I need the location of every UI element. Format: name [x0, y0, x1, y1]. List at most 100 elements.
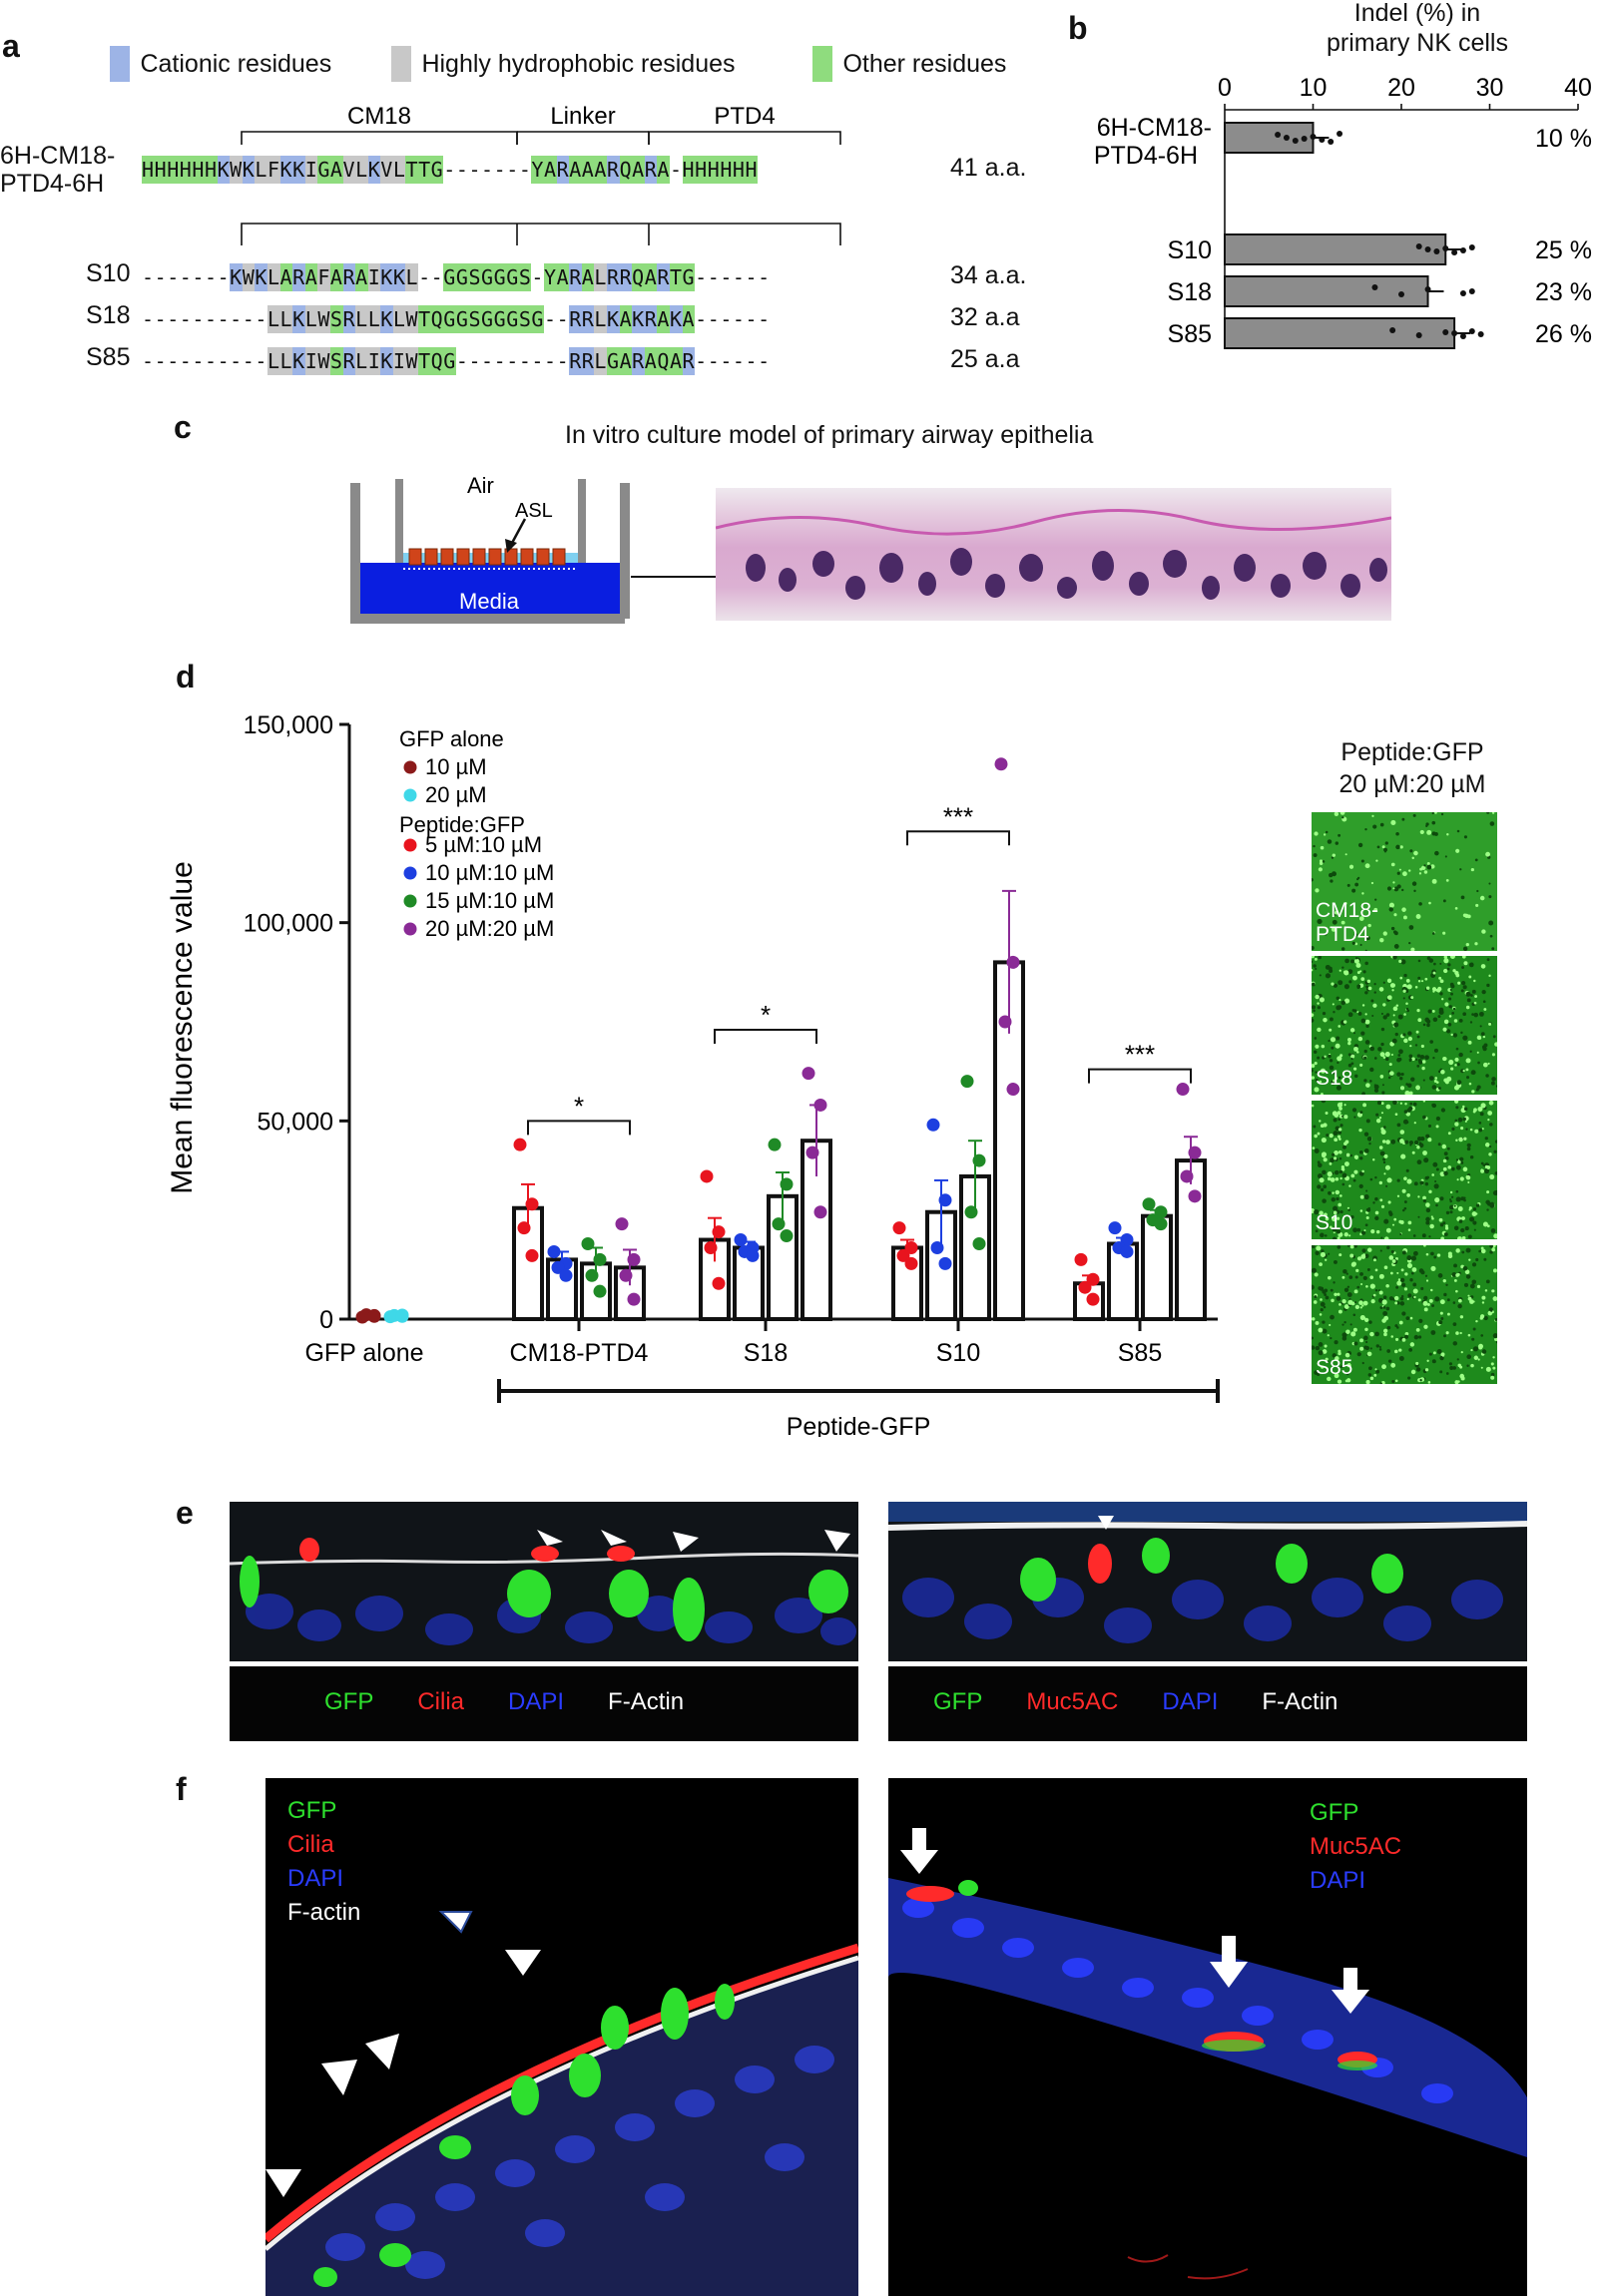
gfp-tile-speckle — [1312, 1101, 1497, 1239]
indel-data-point — [1468, 288, 1475, 294]
legend-header: GFP alone — [399, 726, 504, 751]
legend-other: Other residues — [812, 46, 1006, 82]
data-point — [585, 1268, 599, 1282]
data-point — [627, 1292, 641, 1306]
data-point — [768, 1138, 782, 1151]
indel-tick-label: 40 — [1564, 74, 1592, 102]
gfp-tile: S85 — [1312, 1245, 1497, 1384]
indel-bar — [1224, 122, 1315, 154]
data-point — [1086, 1272, 1100, 1286]
data-point — [395, 1309, 409, 1323]
indel-percent-label: 26 % — [1535, 320, 1592, 348]
data-point — [1006, 955, 1020, 969]
panel-e-left-cells — [230, 1502, 858, 1661]
stain-legend-item: DAPI — [287, 1865, 344, 1892]
data-point — [938, 1256, 952, 1270]
gfp-tile-label: S85 — [1316, 1356, 1352, 1380]
data-point — [994, 757, 1008, 771]
data-point — [1120, 1233, 1134, 1247]
data-point — [1120, 1244, 1134, 1258]
indel-tick-label: 10 — [1300, 74, 1328, 102]
indel-percent-label: 25 % — [1535, 236, 1592, 264]
legend-marker — [403, 922, 417, 936]
indel-data-point — [1283, 135, 1290, 141]
indel-data-point — [1319, 137, 1326, 143]
domain-brackets-lower — [241, 223, 841, 245]
data-point — [615, 1217, 629, 1231]
data-point — [801, 1067, 815, 1081]
panel-label-b: b — [1068, 10, 1088, 46]
transwell-diagram: Air ASL Media — [350, 473, 731, 624]
stain-legend-item: F-Actin — [1262, 1688, 1338, 1715]
indel-tick-label: 0 — [1218, 74, 1232, 102]
gfp-tile: S18 — [1312, 956, 1497, 1095]
data-point — [1006, 1083, 1020, 1097]
indel-data-point — [1310, 134, 1317, 140]
data-point — [780, 1177, 794, 1191]
data-point — [930, 1240, 944, 1254]
group-label: CM18-PTD4 — [510, 1339, 649, 1367]
indel-data-point — [1459, 247, 1466, 253]
indel-data-point — [1442, 329, 1449, 335]
sequence-length: 34 a.a. — [950, 261, 1027, 289]
gfp-tile-label-line1: S18 — [1316, 1067, 1353, 1090]
significance-bracket — [527, 1120, 631, 1136]
gfp-tile-label-line1: CM18- — [1316, 899, 1379, 922]
indel-data-point — [1292, 138, 1299, 144]
significance-bracket — [1088, 1068, 1192, 1084]
indel-tick-label: 30 — [1476, 74, 1504, 102]
indel-data-point — [1415, 332, 1422, 338]
group-label: S10 — [936, 1339, 980, 1367]
gfp-tile-label: S18 — [1316, 1067, 1352, 1091]
data-point — [1154, 1217, 1168, 1231]
data-point — [1176, 1083, 1190, 1097]
indel-bar-label-line2: PTD4-6H — [1094, 142, 1198, 170]
stain-legend-item: GFP — [933, 1688, 983, 1715]
indel-bar-label: S10 — [1168, 236, 1212, 264]
data-point — [904, 1240, 918, 1254]
data-point — [904, 1256, 918, 1270]
panel-f-left-legend: GFP Cilia DAPI F-actin — [287, 1794, 360, 1930]
data-point — [593, 1284, 607, 1298]
data-point — [517, 1221, 531, 1235]
chart-legend: GFP alone Peptide:GFP 10 µM 20 µM 5 µM:10 µM… — [399, 726, 554, 941]
sequence-length: 41 a.a. — [950, 154, 1027, 182]
stain-legend-item: GFP — [1310, 1799, 1359, 1826]
panel-label-e: e — [176, 1495, 194, 1531]
stain-legend-item: Cilia — [417, 1688, 465, 1715]
gfp-tile-label-line1: S10 — [1316, 1211, 1353, 1234]
indel-bar — [1224, 233, 1447, 265]
y-tick-label: 50,000 — [258, 1108, 333, 1136]
panel-label-a: a — [2, 28, 20, 64]
data-point — [525, 1197, 539, 1211]
indel-data-point — [1328, 139, 1335, 145]
data-point — [547, 1244, 561, 1258]
domain-brackets: CM18 Linker PTD4 — [241, 103, 841, 145]
indel-data-point — [1371, 284, 1378, 290]
domain-ptd4: PTD4 — [714, 103, 775, 130]
significance-label: *** — [1125, 1040, 1155, 1070]
gfp-images-title: Peptide:GFP 20 µM:20 µM — [1298, 736, 1527, 800]
indel-data-point — [1301, 136, 1308, 142]
legend-swatch — [110, 46, 130, 82]
panel-label-f: f — [176, 1771, 187, 1807]
gfp-tile: S10 — [1312, 1101, 1497, 1239]
indel-bar-label: S18 — [1168, 278, 1212, 306]
sequence-name: 6H-CM18- PTD4-6H — [0, 142, 116, 198]
gfp-tile: CM18- PTD4 — [1312, 812, 1497, 951]
sequence-length: 32 a.a — [950, 303, 1020, 331]
histology-nuclei — [716, 508, 1391, 600]
indel-data-point — [1468, 244, 1475, 250]
peptide-gfp-label: Peptide-GFP — [787, 1413, 931, 1437]
data-point — [1154, 1205, 1168, 1219]
stain-legend-item: DAPI — [1310, 1867, 1366, 1894]
gfp-tile-label-line1: S85 — [1316, 1356, 1353, 1379]
fluorescence-bar — [1175, 1158, 1207, 1322]
legend-cationic: Cationic residues — [110, 46, 331, 82]
sequence-residues: HHHHHHKWKLFKKIGAVLKVLTTG-------YARAAARQA… — [142, 156, 759, 184]
data-point — [926, 1118, 940, 1132]
data-point — [700, 1169, 714, 1183]
domain-linker: Linker — [550, 103, 615, 130]
legend-label: 5 µM:10 µM — [425, 832, 542, 857]
stain-legend-item: F-Actin — [608, 1688, 685, 1715]
